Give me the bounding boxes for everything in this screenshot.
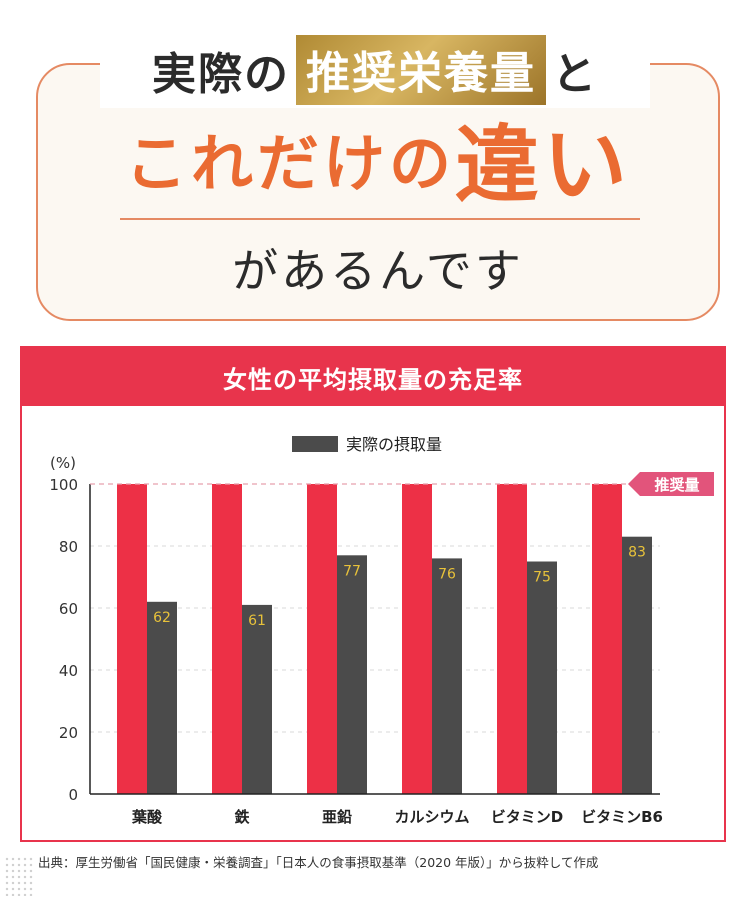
headline-bottom: があるんです bbox=[232, 244, 524, 298]
bar-actual bbox=[337, 555, 367, 794]
headline-prefix: 実際の bbox=[152, 49, 290, 100]
y-tick-label: 40 bbox=[59, 662, 78, 680]
bar-actual bbox=[147, 601, 177, 794]
headline-big-a: これだけの bbox=[124, 127, 455, 200]
x-tick-label: 亜鉛 bbox=[322, 808, 352, 826]
source-note: 出典：厚生労働省「国民健康・栄養調査」「日本人の食事摂取基準（2020 年版）」… bbox=[38, 855, 599, 870]
y-tick-label: 80 bbox=[59, 538, 78, 556]
bar-recommended bbox=[402, 484, 432, 794]
decorative-dots bbox=[4, 856, 34, 896]
data-label: 75 bbox=[533, 570, 551, 586]
x-tick-label: 葉酸 bbox=[131, 808, 163, 826]
x-tick-label: カルシウム bbox=[394, 808, 469, 826]
headline-divider bbox=[120, 218, 640, 220]
y-tick-label: 100 bbox=[49, 476, 78, 494]
reference-tag bbox=[628, 472, 714, 496]
data-label: 61 bbox=[248, 613, 266, 629]
bar-recommended bbox=[117, 484, 147, 794]
bar-recommended bbox=[212, 484, 242, 794]
y-axis-unit: (%) bbox=[50, 454, 76, 472]
legend-swatch bbox=[292, 436, 338, 452]
y-tick-label: 60 bbox=[59, 600, 78, 618]
headline-big-b: 違い bbox=[455, 114, 632, 214]
x-tick-label: ビタミンB6 bbox=[581, 808, 663, 826]
headline-suffix: と bbox=[552, 49, 598, 100]
x-tick-label: ビタミンD bbox=[491, 808, 563, 826]
x-tick-label: 鉄 bbox=[234, 808, 249, 826]
bar-actual bbox=[242, 604, 272, 794]
bar-recommended bbox=[307, 484, 337, 794]
headline-big-line: これだけの 違い bbox=[36, 108, 720, 214]
data-label: 83 bbox=[628, 545, 646, 561]
bar-actual bbox=[432, 558, 462, 794]
data-label: 76 bbox=[438, 566, 456, 582]
data-label: 77 bbox=[343, 563, 361, 579]
bar-recommended bbox=[592, 484, 622, 794]
data-label: 62 bbox=[153, 610, 171, 626]
y-tick-label: 0 bbox=[68, 786, 78, 804]
headline-top-line: 実際の 推奨栄養量 と bbox=[100, 32, 650, 108]
y-tick-label: 20 bbox=[59, 724, 78, 742]
headline-highlight: 推奨栄養量 bbox=[296, 35, 546, 105]
legend-label: 実際の摂取量 bbox=[346, 435, 442, 454]
bar-actual bbox=[622, 536, 652, 794]
bar-actual bbox=[527, 561, 557, 794]
reference-label: 推奨量 bbox=[654, 476, 699, 494]
chart-title: 女性の平均摂取量の充足率 bbox=[22, 348, 724, 406]
bar-recommended bbox=[497, 484, 527, 794]
